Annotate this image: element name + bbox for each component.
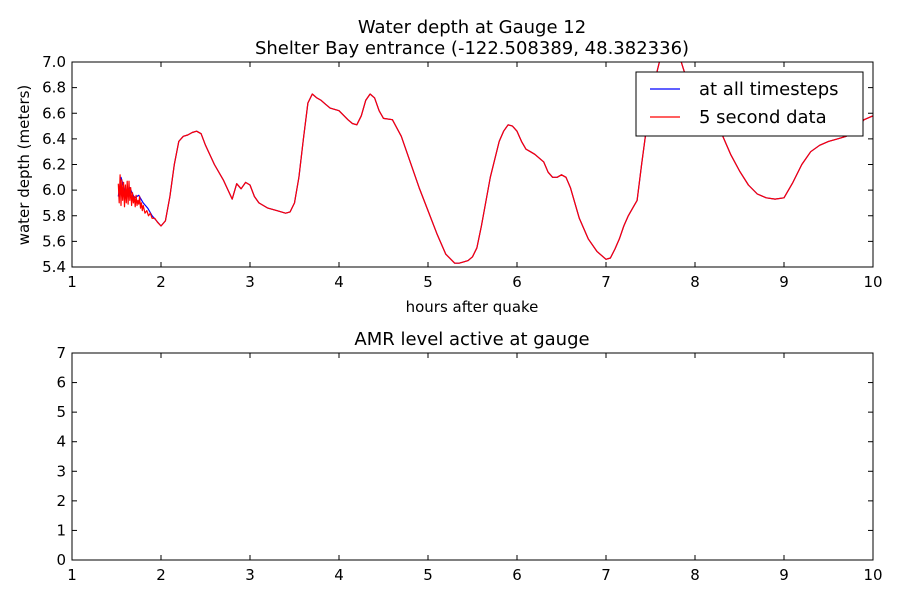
amr-x-tick-label: 8 <box>690 566 700 584</box>
amr-y-tick-label: 3 <box>56 462 66 480</box>
y-tick-label: 6.2 <box>42 156 66 174</box>
legend-label-series-2: 5 second data <box>699 107 827 128</box>
amr-y-tick-label: 6 <box>56 374 66 392</box>
y-tick-label: 5.8 <box>42 207 66 225</box>
legend: at all timesteps 5 second data <box>635 71 864 137</box>
amr-x-tick-label: 5 <box>423 566 433 584</box>
amr-x-tick-label: 9 <box>779 566 789 584</box>
amr-y-tick-label: 1 <box>56 521 66 539</box>
y-tick-label: 6.4 <box>42 130 66 148</box>
x-tick-label: 8 <box>690 273 700 291</box>
amr-y-tick-label: 4 <box>56 433 66 451</box>
amr-x-tick-label: 3 <box>245 566 255 584</box>
amr-y-axis: 0 1 2 3 4 5 6 7 <box>56 344 873 569</box>
x-tick-label: 10 <box>863 273 882 291</box>
x-tick-label: 3 <box>245 273 255 291</box>
x-tick-label: 1 <box>67 273 77 291</box>
amr-chart-title: AMR level active at gauge <box>354 329 589 350</box>
x-tick-label: 5 <box>423 273 433 291</box>
amr-y-tick-label: 0 <box>56 551 66 569</box>
x-tick-label: 6 <box>512 273 522 291</box>
amr-level-chart: AMR level active at gauge 1 2 3 4 5 6 7 8 9 10 01… <box>56 329 882 584</box>
legend-label-series-1: at all timesteps <box>699 79 839 100</box>
x-tick-label: 2 <box>156 273 166 291</box>
y-tick-label: 6.6 <box>42 104 66 122</box>
amr-x-tick-label: 2 <box>156 566 166 584</box>
x-axis: 1 2 3 4 5 6 7 8 9 10 <box>67 62 883 291</box>
amr-x-tick-label: 10 <box>863 566 882 584</box>
x-axis-label: hours after quake <box>406 298 539 316</box>
legend-box <box>635 71 864 137</box>
water-depth-chart: Water depth at Gauge 12 Shelter Bay entr… <box>15 17 883 316</box>
amr-x-tick-label: 1 <box>67 566 77 584</box>
x-tick-label: 7 <box>601 273 611 291</box>
amr-plot-frame <box>71 352 874 561</box>
amr-x-tick-label: 4 <box>334 566 344 584</box>
amr-x-axis: 1 2 3 4 5 6 7 8 9 10 <box>67 353 883 584</box>
y-axis: 5.4 5.6 5.8 6.0 6.2 6.4 6.6 6.8 7.0 <box>42 53 873 276</box>
amr-x-tick-label: 7 <box>601 566 611 584</box>
y-tick-label: 6.0 <box>42 181 66 199</box>
y-tick-label: 5.4 <box>42 258 66 276</box>
amr-x-tick-label: 6 <box>512 566 522 584</box>
amr-y-tick-label: 2 <box>56 492 66 510</box>
chart-title-line2: Shelter Bay entrance (-122.508389, 48.38… <box>255 38 689 59</box>
chart-title-line1: Water depth at Gauge 12 <box>358 17 586 38</box>
amr-y-tick-label: 5 <box>56 403 66 421</box>
x-tick-label: 4 <box>334 273 344 291</box>
y-tick-label: 6.8 <box>42 79 66 97</box>
y-axis-label: water depth (meters) <box>15 85 33 246</box>
y-tick-label: 5.6 <box>42 232 66 250</box>
x-tick-label: 9 <box>779 273 789 291</box>
amr-y-tick-label: 7 <box>56 344 66 362</box>
y-tick-label: 7.0 <box>42 53 66 71</box>
